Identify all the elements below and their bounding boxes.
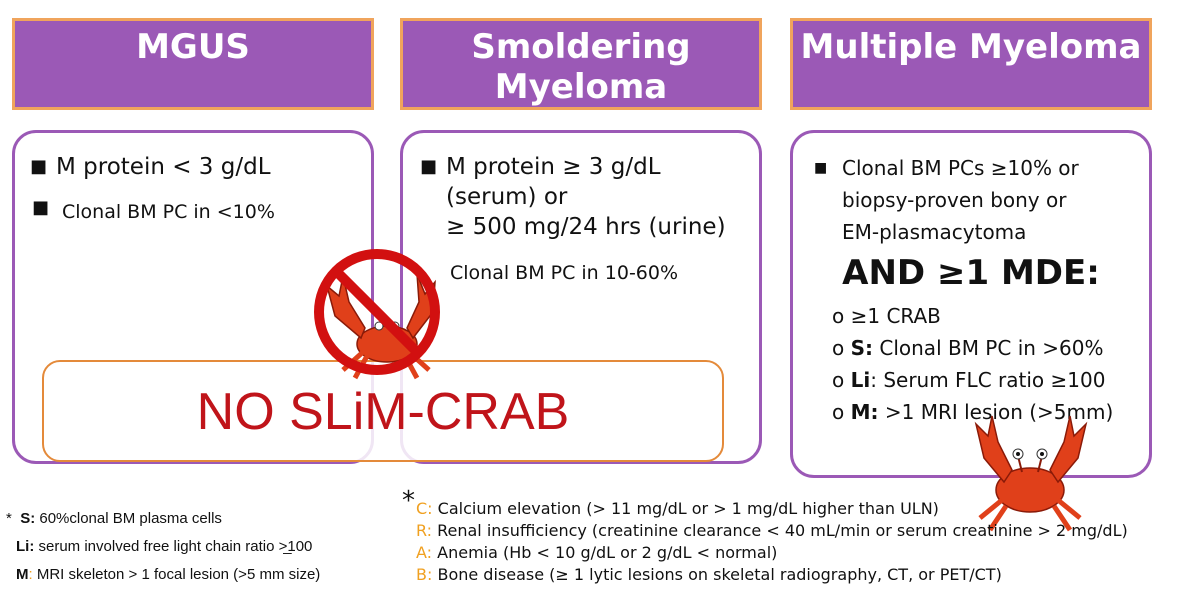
mgus-bullet-2: ■ Clonal BM PC in <10% bbox=[32, 197, 275, 227]
footnote-r: R: Renal insufficiency (creatinine clear… bbox=[416, 521, 1128, 540]
footnote-a: A: Anemia (Hb < 10 g/dL or 2 g/dL < norm… bbox=[416, 543, 778, 562]
footnote-s: * S: 60%clonal BM plasma cells bbox=[6, 510, 222, 527]
footnote-c: C: Calcium elevation (> 11 mg/dL or > 1 … bbox=[416, 499, 939, 518]
no-slim-crab-text: NO SLiM-CRAB bbox=[196, 383, 570, 441]
smm-bullet-1: ■ M protein ≥ 3 g/dL (serum) or ≥ 500 mg… bbox=[420, 154, 726, 240]
mm-mde-item: o S: Clonal BM PC in >60% bbox=[832, 336, 1104, 360]
mm-title: Multiple Myeloma bbox=[800, 27, 1142, 67]
footnote-li: Li: serum involved free light chain rati… bbox=[16, 538, 313, 555]
mgus-bullet-1: ■ M protein < 3 g/dL bbox=[30, 154, 271, 180]
mgus-header: MGUS bbox=[12, 18, 374, 110]
mm-and-mde: AND ≥1 MDE: bbox=[842, 253, 1100, 293]
smoldering-title-line2: Myeloma bbox=[494, 67, 668, 107]
smoldering-title-line1: Smoldering bbox=[471, 27, 691, 67]
no-crab-icon bbox=[314, 249, 440, 380]
mm-header: Multiple Myeloma bbox=[790, 18, 1152, 110]
mm-bullet-1: ■ Clonal BM PCs ≥10% or biopsy-proven bo… bbox=[814, 152, 1079, 248]
footnote-b: B: Bone disease (≥ 1 lytic lesions on sk… bbox=[416, 565, 1002, 584]
crab-icon bbox=[974, 415, 1088, 532]
mm-box bbox=[790, 130, 1152, 478]
smm-bullet-2: Clonal BM PC in 10-60% bbox=[450, 262, 679, 284]
footnote-right: * C: Calcium elevation (> 11 mg/dL or > … bbox=[402, 486, 1128, 586]
bullet-square-icon: ■ bbox=[420, 156, 438, 177]
mm-mde-list: o ≥1 CRAB o S: Clonal BM PC in >60% o Li… bbox=[832, 300, 1113, 428]
bullet-square-icon: ■ bbox=[32, 197, 50, 218]
mm-mde-item: o ≥1 CRAB bbox=[832, 304, 941, 328]
mm-mde-item: o M: >1 MRI lesion (>5mm) bbox=[832, 400, 1114, 424]
smoldering-header: Smoldering Myeloma bbox=[400, 18, 762, 110]
footnote-left: * S: 60%clonal BM plasma cells Li: serum… bbox=[6, 508, 320, 586]
footnote-m: M: MRI skeleton > 1 focal lesion (>5 mm … bbox=[16, 566, 321, 583]
footnote-star: * bbox=[402, 486, 415, 516]
bullet-square-icon: ■ bbox=[30, 156, 48, 177]
no-slim-crab-banner: NO SLiM-CRAB bbox=[42, 360, 724, 462]
mgus-title: MGUS bbox=[136, 27, 250, 67]
bullet-square-icon: ■ bbox=[814, 160, 828, 176]
mm-mde-item: o Li: Serum FLC ratio ≥100 bbox=[832, 368, 1106, 392]
